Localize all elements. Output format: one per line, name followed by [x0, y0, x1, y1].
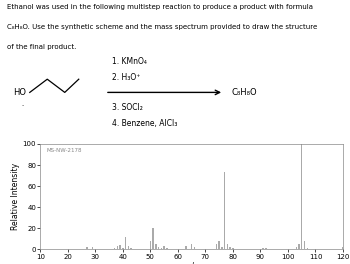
X-axis label: m/z: m/z	[184, 261, 199, 264]
Text: ··: ··	[21, 103, 25, 108]
Bar	[150, 241, 151, 249]
Bar	[152, 228, 154, 249]
Bar	[122, 248, 124, 249]
Bar	[186, 246, 187, 249]
Text: 3. SOCl₂: 3. SOCl₂	[112, 103, 143, 112]
Bar	[114, 248, 115, 249]
Bar	[227, 244, 228, 249]
Bar	[161, 248, 162, 249]
Bar	[194, 247, 195, 249]
Text: 2. H₃O⁺: 2. H₃O⁺	[112, 73, 140, 82]
Text: C₈H₈O. Use the synthetic scheme and the mass spectrum provided to draw the struc: C₈H₈O. Use the synthetic scheme and the …	[7, 24, 317, 30]
Text: Ethanol was used in the following multistep reaction to produce a product with f: Ethanol was used in the following multis…	[7, 4, 313, 10]
Bar	[304, 241, 305, 249]
Bar	[221, 247, 223, 249]
Bar	[265, 248, 267, 249]
Bar	[117, 246, 118, 249]
Text: 4. Benzene, AlCl₃: 4. Benzene, AlCl₃	[112, 119, 177, 128]
Bar	[216, 244, 217, 249]
Bar	[298, 244, 300, 249]
Bar	[218, 241, 220, 249]
Bar	[191, 244, 192, 249]
Bar	[119, 245, 121, 249]
Bar	[224, 172, 225, 249]
Bar	[125, 237, 126, 249]
Bar	[342, 247, 344, 249]
Bar	[92, 247, 93, 249]
Text: MS-NW-2178: MS-NW-2178	[46, 148, 82, 153]
Bar	[295, 247, 297, 249]
Text: HO: HO	[13, 88, 26, 97]
Bar	[307, 248, 308, 249]
Bar	[131, 248, 132, 249]
Bar	[128, 246, 129, 249]
Bar	[155, 244, 156, 249]
Text: C₈H₈O: C₈H₈O	[231, 88, 257, 97]
Text: of the final product.: of the final product.	[7, 44, 76, 50]
Text: 1. KMnO₄: 1. KMnO₄	[112, 57, 147, 66]
Bar	[348, 221, 349, 249]
Bar	[158, 247, 159, 249]
Bar	[163, 246, 165, 249]
Bar	[232, 248, 233, 249]
Bar	[262, 248, 264, 249]
Y-axis label: Relative Intensity: Relative Intensity	[11, 163, 20, 230]
Bar	[86, 247, 88, 249]
Bar	[301, 144, 302, 249]
Bar	[230, 247, 231, 249]
Bar	[166, 248, 168, 249]
Bar	[345, 247, 346, 249]
